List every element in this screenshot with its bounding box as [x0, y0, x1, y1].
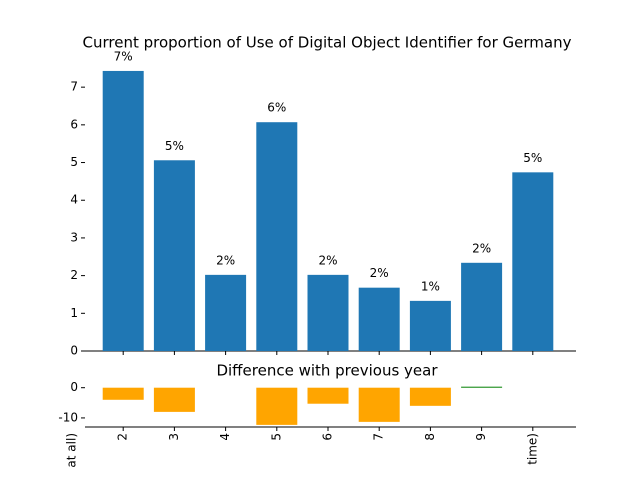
value-label: 2% — [318, 253, 337, 267]
y-tick-label: 2 — [70, 268, 78, 282]
value-label: 5% — [523, 151, 542, 165]
bar — [358, 287, 400, 351]
y-tick-label: -10 — [58, 410, 78, 424]
subplot-title: Difference with previous year — [216, 362, 438, 380]
y-tick-label: 6 — [70, 117, 78, 131]
x-tick-label: 7 — [372, 433, 386, 441]
bar — [102, 70, 144, 351]
bar — [307, 274, 349, 351]
bar — [256, 122, 298, 351]
bar — [102, 387, 144, 400]
chart-title: Current proportion of Use of Digital Obj… — [83, 34, 572, 52]
bar — [153, 160, 195, 351]
x-tick-label: 8 — [423, 433, 437, 441]
y-tick-label: 0 — [70, 344, 78, 358]
y-tick-label: 0 — [70, 380, 78, 394]
y-tick-label: 5 — [70, 155, 78, 169]
bar — [461, 386, 503, 388]
x-tick-label: at all) — [65, 433, 79, 468]
y-tick-label: 1 — [70, 306, 78, 320]
bar — [409, 300, 451, 351]
value-label: 6% — [267, 101, 286, 115]
bar — [409, 387, 451, 406]
value-label: 2% — [370, 266, 389, 280]
value-label: 2% — [472, 241, 491, 255]
bar — [205, 274, 247, 351]
bar — [307, 387, 349, 404]
x-tick-label: 4 — [218, 433, 232, 441]
x-tick-label: 9 — [474, 433, 488, 441]
bar — [512, 172, 554, 351]
bar — [461, 262, 503, 351]
bar — [358, 387, 400, 422]
value-label: 1% — [421, 279, 440, 293]
x-tick-label: 5 — [269, 433, 283, 441]
x-tick-label: 2 — [116, 433, 130, 441]
x-tick-label: 6 — [321, 433, 335, 441]
x-tick-label: time) — [525, 433, 539, 465]
value-label: 7% — [114, 49, 133, 63]
y-tick-label: 3 — [70, 230, 78, 244]
y-tick-label: 7 — [70, 80, 78, 94]
value-label: 2% — [216, 253, 235, 267]
bar — [153, 387, 195, 412]
y-tick-label: 4 — [70, 193, 78, 207]
x-tick-label: 3 — [167, 433, 181, 441]
value-label: 5% — [165, 139, 184, 153]
bar — [256, 387, 298, 425]
